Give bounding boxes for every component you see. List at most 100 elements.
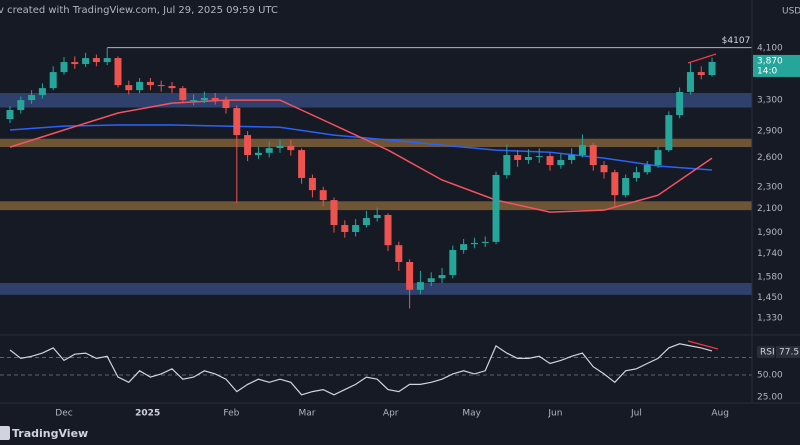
candle-body (265, 148, 273, 153)
countdown: 14:0 (757, 66, 777, 76)
candle-body (6, 110, 14, 120)
candle-body (546, 156, 554, 166)
candle-body (406, 261, 414, 290)
candle-body (28, 95, 36, 101)
candle-body (233, 108, 241, 136)
candle-body (71, 62, 79, 65)
candle-body (298, 150, 306, 178)
candle-body (697, 72, 705, 75)
y-tick-label: 1,450 (757, 293, 783, 303)
candle-body (632, 172, 640, 178)
plot (0, 47, 752, 396)
candle-body (352, 225, 360, 232)
candle-body (136, 81, 144, 91)
candle-body (535, 156, 543, 158)
y-tick-label: 1,740 (757, 249, 783, 259)
candle-body (578, 145, 586, 156)
candle-body (492, 174, 500, 242)
candle-body (373, 214, 381, 219)
rsi-tick-label: 25.00 (757, 392, 783, 402)
candle-body (308, 177, 316, 191)
candle-body (168, 86, 176, 89)
candle-body (438, 275, 446, 279)
rsi-tick-label: 50.00 (757, 371, 783, 381)
candle-body (416, 282, 424, 290)
candle-body (222, 100, 230, 109)
y-tick-label: 2,100 (757, 204, 783, 214)
y-tick-label: 2,600 (757, 153, 783, 163)
candle-body (179, 88, 187, 101)
rsi-value-box (776, 346, 800, 358)
x-tick-label: May (462, 409, 481, 419)
zone (0, 93, 752, 108)
candle-body (395, 245, 403, 262)
candle-body (276, 145, 284, 149)
candle-body (200, 97, 208, 101)
candle-body (157, 85, 165, 87)
candle-body (665, 115, 673, 151)
x-tick-label: Feb (223, 409, 239, 419)
candle-body (589, 145, 597, 166)
candle-body (514, 155, 522, 160)
candle-body (643, 165, 651, 173)
candle-body (362, 218, 370, 226)
candle-body (287, 145, 295, 151)
candle-body (654, 150, 662, 166)
candle-body (524, 156, 532, 160)
y-tick-label: 3,300 (757, 96, 783, 106)
resistance-label: $4107 (722, 36, 751, 46)
x-tick-label: 2025 (135, 409, 160, 419)
moving-average (9, 99, 713, 213)
divergence-rsi (687, 340, 719, 350)
candle-body (600, 165, 608, 173)
x-tick-label: Jul (630, 409, 642, 419)
candle-body (676, 91, 684, 116)
x-tick-label: Apr (383, 409, 399, 419)
candle-body (125, 85, 133, 91)
candle-body (103, 58, 111, 63)
candle-body (49, 72, 57, 89)
y-tick-label: 1,900 (757, 228, 783, 238)
zone (0, 283, 752, 295)
candle-body (341, 225, 349, 232)
candle-body (38, 88, 46, 96)
candle-body (481, 241, 489, 243)
divergence-price (687, 53, 717, 64)
x-tick-label: Aug (711, 409, 729, 419)
candle-body (190, 100, 198, 102)
x-tick-label: Mar (299, 409, 316, 419)
candle-body (82, 58, 90, 65)
logo (0, 426, 10, 440)
candle-body (557, 159, 565, 166)
candle-body (211, 97, 219, 101)
y-tick-label: 2,300 (757, 182, 783, 192)
rsi-value: 77.5 (779, 348, 799, 358)
candle-body (114, 58, 122, 86)
y-tick-label: 1,580 (757, 272, 783, 282)
candle-body (449, 250, 457, 276)
candle-body (708, 61, 716, 75)
candle-body (427, 278, 435, 283)
zone (0, 201, 752, 211)
x-tick-label: Dec (55, 409, 72, 419)
candle-body (146, 81, 154, 86)
candle-body (17, 100, 25, 111)
candle-body (622, 177, 630, 196)
rsi-title-box (757, 346, 775, 358)
candle-body (460, 244, 468, 251)
candle-body (92, 58, 100, 63)
header: v created with TradingView.com, Jul 29, … (0, 5, 278, 16)
zone (0, 138, 752, 148)
x-tick-label: Jun (547, 409, 562, 419)
candle-body (319, 190, 327, 201)
candle-body (503, 155, 511, 175)
y-tick-label: 4,100 (757, 44, 783, 54)
candle-body (60, 62, 68, 73)
last-price: 3,870 (757, 56, 783, 66)
candle-body (330, 200, 338, 226)
candle-body (470, 242, 478, 245)
y-tick-label: 2,900 (757, 127, 783, 137)
candle-body (686, 72, 694, 92)
